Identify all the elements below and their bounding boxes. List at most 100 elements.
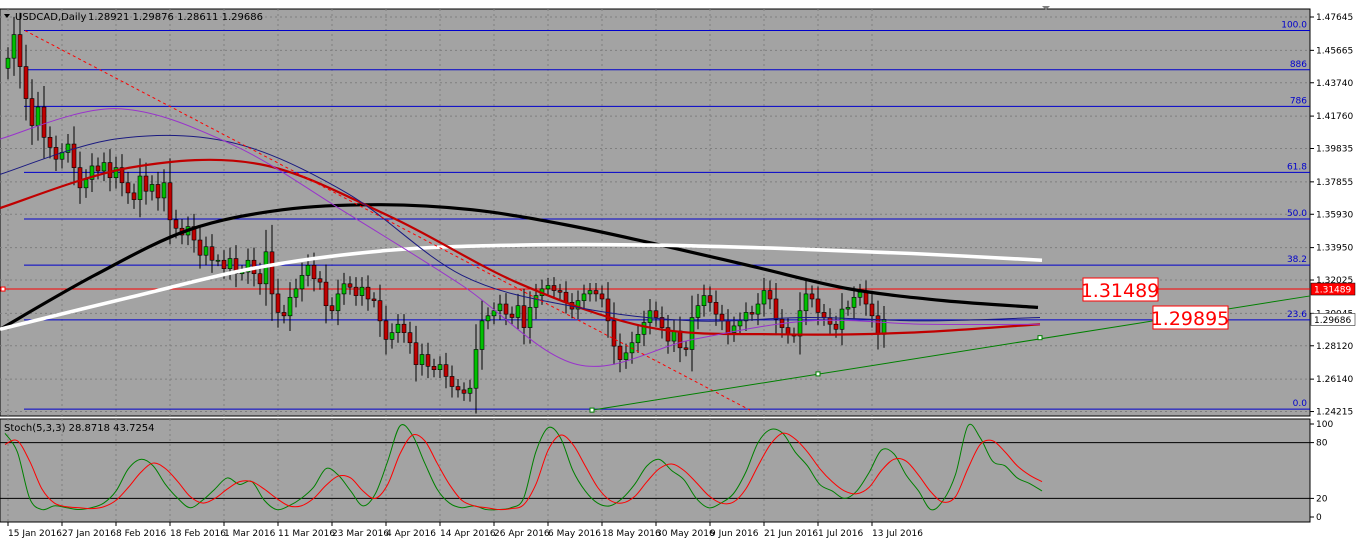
candle-body	[329, 305, 335, 312]
candle-body	[617, 345, 623, 360]
candle-body	[725, 320, 731, 333]
candle-body	[677, 330, 683, 349]
price-tag-box	[1310, 313, 1356, 326]
resistance-anchor	[0, 286, 6, 292]
candle-body	[197, 239, 203, 256]
candle-body	[389, 332, 395, 340]
symbol-label: USDCAD,Daily	[15, 12, 86, 23]
fib-level-label: 61.8	[1287, 162, 1307, 172]
y-tick-label: 1.24215	[1316, 408, 1353, 418]
candle-body	[761, 290, 767, 305]
candle-body	[41, 106, 47, 138]
price-tag-label: 1.29686	[1314, 316, 1351, 326]
annotation-resistance[interactable]: 1.31489	[1081, 277, 1160, 302]
candle-body	[395, 323, 401, 333]
candle-body	[575, 300, 581, 310]
dropdown-arrow-icon[interactable]	[4, 14, 10, 18]
y-tick-label: 1.37855	[1316, 178, 1353, 188]
candle-body	[701, 295, 707, 307]
candlesticks	[5, 12, 887, 414]
candle-body	[743, 312, 749, 322]
candle-body	[695, 305, 701, 318]
candle-body	[449, 376, 455, 387]
candle-body	[29, 98, 35, 126]
candle-body	[833, 323, 839, 330]
candle-body	[377, 300, 383, 322]
candle-body	[857, 291, 863, 298]
x-tick-label: 13 Jul 2016	[872, 529, 923, 539]
x-tick-label: 6 May 2016	[548, 529, 601, 539]
main-plot-area[interactable]	[0, 8, 1311, 417]
candle-body	[611, 320, 617, 347]
x-tick-label: 11 Mar 2016	[278, 529, 335, 539]
candle-body	[803, 293, 809, 312]
candle-body	[323, 281, 329, 307]
ma-red-50	[0, 158, 1041, 336]
candle-body	[5, 57, 11, 69]
candle-body	[827, 317, 833, 325]
stoch-plot-area[interactable]	[0, 418, 1311, 523]
y-tick-label: 1.26140	[1316, 375, 1353, 385]
candle-body	[167, 182, 173, 221]
candle-body	[137, 175, 143, 200]
stoch-y-tick-label: 100	[1316, 420, 1333, 430]
candle-body	[671, 330, 677, 342]
candle-body	[113, 167, 119, 179]
moving-averages	[0, 108, 1043, 367]
candle-body	[557, 290, 563, 293]
candle-body	[455, 386, 461, 391]
ma-purple-10	[0, 108, 1041, 367]
annotation-resistance-label: 1.31489	[1081, 280, 1160, 302]
candle-body	[653, 310, 659, 318]
candle-body	[23, 66, 29, 99]
candle-body	[839, 308, 845, 330]
candle-body	[155, 184, 161, 199]
trendline-anchor	[815, 371, 821, 377]
candle-body	[161, 182, 167, 199]
candle-body	[83, 179, 89, 189]
candle-body	[635, 334, 641, 344]
candle-body	[365, 286, 371, 300]
fib-level-label: 0.0	[1293, 399, 1308, 409]
candle-body	[149, 184, 155, 192]
x-tick-label: 27 Jan 2016	[62, 529, 116, 539]
ma-black-200	[0, 203, 1039, 331]
candle-body	[593, 290, 599, 295]
candle-body	[863, 291, 869, 305]
candle-body	[305, 264, 311, 276]
candle-body	[665, 327, 671, 342]
candle-body	[413, 342, 419, 365]
diagonal-dashed-trendline	[24, 30, 751, 411]
candle-body	[221, 259, 227, 269]
candle-body	[659, 317, 665, 328]
candle-body	[353, 286, 359, 296]
candle-body	[683, 347, 689, 350]
candle-body	[17, 34, 23, 67]
candle-body	[359, 286, 365, 296]
candle-body	[131, 192, 137, 200]
candle-body	[341, 283, 347, 295]
trendline-anchor	[1037, 335, 1043, 341]
candle-body	[749, 312, 755, 315]
candle-body	[881, 319, 887, 335]
candle-body	[533, 295, 539, 308]
candle-body	[581, 293, 587, 301]
candle-body	[173, 219, 179, 229]
candle-body	[605, 298, 611, 322]
x-tick-label: 4 Apr 2016	[386, 529, 436, 539]
candle-body	[143, 175, 149, 192]
candle-body	[845, 307, 851, 310]
price-tag-box	[1310, 282, 1356, 296]
candle-body	[401, 323, 407, 333]
candle-body	[317, 278, 323, 283]
candle-body	[11, 34, 17, 59]
candle-body	[431, 366, 437, 370]
candle-body	[875, 315, 881, 335]
trendline-anchor	[589, 407, 595, 413]
fib-level-label: 50.0	[1287, 209, 1307, 219]
x-tick-label: 18 May 2016	[602, 529, 661, 539]
time-axis: 15 Jan 2016 27 Jan 2016 8 Feb 2016 18 Feb 2…	[7, 522, 923, 539]
annotation-support[interactable]: 1.29895	[1151, 305, 1230, 330]
